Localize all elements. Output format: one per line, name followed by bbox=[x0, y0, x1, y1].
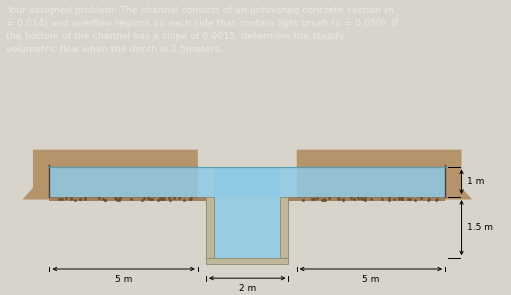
Point bbox=[359, 196, 367, 201]
Point bbox=[180, 198, 188, 202]
Text: 5 m: 5 m bbox=[115, 275, 132, 283]
Point bbox=[395, 196, 403, 201]
Point bbox=[154, 197, 162, 202]
Point bbox=[95, 196, 103, 200]
Point bbox=[175, 196, 183, 200]
Bar bbox=[206, 197, 214, 258]
Point bbox=[339, 197, 347, 202]
Point bbox=[71, 198, 79, 202]
Point bbox=[424, 198, 432, 202]
Text: 1 m: 1 m bbox=[468, 177, 485, 186]
Point bbox=[404, 197, 412, 202]
Point bbox=[398, 197, 406, 202]
Point bbox=[116, 196, 124, 201]
Bar bbox=[50, 197, 198, 201]
Point bbox=[67, 196, 75, 201]
Point bbox=[138, 197, 146, 202]
Point bbox=[81, 196, 89, 201]
Point bbox=[317, 197, 326, 202]
Point bbox=[165, 196, 173, 201]
Point bbox=[140, 196, 148, 200]
Point bbox=[67, 197, 75, 202]
Bar bbox=[289, 197, 297, 201]
Point bbox=[76, 196, 84, 201]
Point bbox=[146, 196, 154, 201]
Text: 5 m: 5 m bbox=[362, 275, 380, 283]
Bar bbox=[206, 258, 289, 264]
Point bbox=[432, 198, 440, 202]
Point bbox=[115, 196, 123, 201]
Point bbox=[166, 197, 174, 202]
Point bbox=[335, 196, 343, 201]
Point bbox=[357, 196, 365, 201]
Point bbox=[115, 198, 123, 202]
Point bbox=[394, 195, 403, 200]
Point bbox=[99, 196, 107, 201]
Point bbox=[385, 198, 393, 202]
Bar bbox=[198, 166, 297, 197]
Point bbox=[339, 196, 347, 201]
Point bbox=[170, 196, 178, 201]
Point bbox=[158, 196, 167, 201]
Point bbox=[350, 197, 358, 201]
Point bbox=[319, 198, 327, 202]
Point bbox=[310, 196, 318, 201]
Point bbox=[360, 197, 368, 201]
Point bbox=[101, 197, 109, 202]
Point bbox=[160, 197, 168, 202]
Point bbox=[58, 196, 66, 201]
Text: 1.5 m: 1.5 m bbox=[468, 223, 494, 232]
Point bbox=[425, 196, 433, 201]
Point bbox=[156, 196, 165, 201]
Point bbox=[385, 196, 393, 200]
Bar bbox=[280, 197, 289, 258]
Point bbox=[361, 197, 369, 202]
Bar bbox=[297, 197, 445, 201]
Point bbox=[390, 196, 398, 201]
Point bbox=[159, 196, 167, 201]
Point bbox=[101, 197, 109, 202]
Point bbox=[309, 196, 317, 201]
Point bbox=[144, 196, 152, 200]
Point bbox=[321, 198, 329, 202]
Point bbox=[187, 196, 195, 201]
Polygon shape bbox=[23, 150, 198, 199]
Polygon shape bbox=[297, 150, 472, 199]
Point bbox=[378, 196, 386, 201]
Point bbox=[186, 197, 194, 201]
Point bbox=[347, 195, 355, 200]
Point bbox=[112, 197, 121, 202]
Point bbox=[433, 196, 442, 201]
Point bbox=[111, 196, 120, 201]
Text: 2 m: 2 m bbox=[239, 284, 256, 293]
Point bbox=[299, 198, 307, 202]
Point bbox=[313, 196, 321, 200]
Bar bbox=[214, 166, 280, 258]
Point bbox=[398, 196, 406, 201]
Point bbox=[62, 196, 70, 200]
Point bbox=[334, 195, 342, 200]
Point bbox=[367, 196, 375, 201]
Point bbox=[361, 196, 369, 200]
Point bbox=[406, 196, 414, 201]
Point bbox=[354, 196, 362, 201]
Point bbox=[308, 196, 316, 201]
Point bbox=[127, 196, 135, 201]
Bar bbox=[50, 166, 198, 197]
Point bbox=[417, 196, 426, 201]
Point bbox=[156, 197, 165, 201]
Point bbox=[111, 196, 119, 200]
Point bbox=[319, 197, 328, 201]
Point bbox=[148, 197, 156, 202]
Point bbox=[76, 197, 84, 202]
Point bbox=[187, 196, 195, 200]
Bar bbox=[297, 166, 445, 197]
Point bbox=[324, 195, 333, 200]
Point bbox=[81, 196, 89, 200]
Text: Your assigned problem: The channel consists of an unfinished concrete section (n: Your assigned problem: The channel consi… bbox=[6, 6, 398, 54]
Point bbox=[55, 197, 63, 202]
Bar bbox=[198, 197, 206, 201]
Point bbox=[398, 197, 406, 201]
Point bbox=[411, 198, 420, 202]
